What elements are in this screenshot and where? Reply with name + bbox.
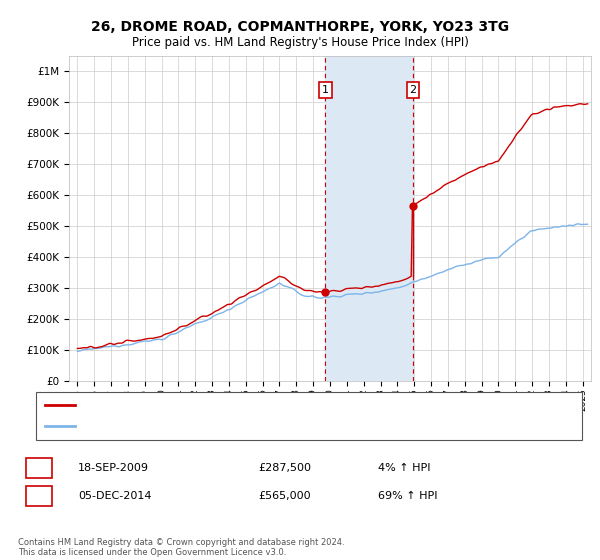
- Bar: [325, 56, 413, 381]
- Text: 4% ↑ HPI: 4% ↑ HPI: [378, 463, 431, 473]
- Text: 2: 2: [35, 491, 43, 501]
- Text: 2: 2: [409, 85, 416, 95]
- Text: 1: 1: [35, 463, 43, 473]
- Text: 1: 1: [322, 85, 329, 95]
- Text: 26, DROME ROAD, COPMANTHORPE, YORK, YO23 3TG: 26, DROME ROAD, COPMANTHORPE, YORK, YO23…: [91, 20, 509, 34]
- Text: HPI: Average price, detached house, York: HPI: Average price, detached house, York: [81, 421, 296, 431]
- Text: 26, DROME ROAD, COPMANTHORPE, YORK, YO23 3TG (detached house): 26, DROME ROAD, COPMANTHORPE, YORK, YO23…: [81, 400, 455, 410]
- Text: Contains HM Land Registry data © Crown copyright and database right 2024.
This d: Contains HM Land Registry data © Crown c…: [18, 538, 344, 557]
- Text: 05-DEC-2014: 05-DEC-2014: [78, 491, 151, 501]
- Text: £287,500: £287,500: [258, 463, 311, 473]
- Text: 69% ↑ HPI: 69% ↑ HPI: [378, 491, 437, 501]
- Text: £565,000: £565,000: [258, 491, 311, 501]
- Text: 18-SEP-2009: 18-SEP-2009: [78, 463, 149, 473]
- Text: Price paid vs. HM Land Registry's House Price Index (HPI): Price paid vs. HM Land Registry's House …: [131, 36, 469, 49]
